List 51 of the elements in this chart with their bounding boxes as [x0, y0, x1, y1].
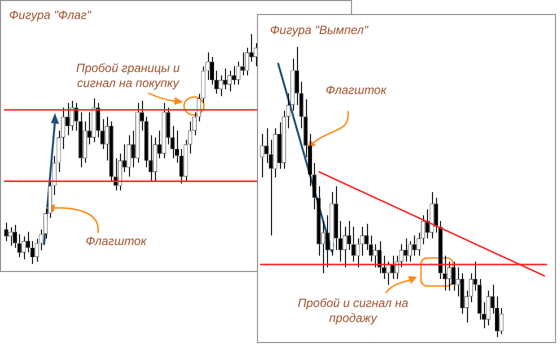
- candlestick: [236, 61, 240, 86]
- candlestick: [408, 240, 412, 262]
- candlestick: [390, 255, 395, 280]
- candlestick: [334, 186, 338, 250]
- candlestick: [404, 238, 408, 262]
- candlestick: [92, 98, 96, 143]
- annotation: Пробой границы и сигнал на покупку: [75, 61, 181, 91]
- candlestick: [70, 100, 74, 132]
- candlestick: [82, 120, 88, 164]
- candlestick: [290, 58, 295, 112]
- candlestick: [87, 112, 92, 145]
- candlestick: [170, 126, 175, 159]
- annotation: Флагшток: [84, 234, 148, 249]
- candlestick: [109, 120, 114, 182]
- candlestick: [78, 112, 83, 168]
- candlestick: [232, 66, 236, 86]
- candlestick: [451, 261, 456, 292]
- candlestick: [499, 308, 504, 335]
- candlestick: [227, 70, 232, 92]
- annotation: Пробой и сигнал на продажу: [296, 296, 410, 326]
- candlestick: [148, 134, 153, 182]
- candlestick: [34, 238, 39, 262]
- candlestick: [378, 240, 382, 274]
- candlestick: [131, 130, 136, 168]
- candlestick: [4, 222, 8, 242]
- candlestick: [244, 47, 250, 76]
- candlestick: [478, 278, 482, 320]
- chart-title: Фигура "Флаг": [9, 8, 91, 23]
- candlestick: [118, 153, 122, 191]
- candlestick: [135, 102, 140, 164]
- candlestick: [218, 74, 223, 97]
- candlestick: [22, 236, 26, 260]
- candlestick: [65, 102, 70, 136]
- candlestick: [442, 255, 447, 292]
- candlestick: [342, 226, 347, 268]
- candlestick: [12, 224, 18, 248]
- candlestick: [157, 130, 162, 159]
- candlestick: [486, 290, 490, 326]
- annotation: Флагшток: [324, 83, 388, 98]
- candlestick: [223, 68, 228, 90]
- candlestick: [210, 56, 214, 86]
- candlestick: [240, 52, 245, 76]
- candlestick: [153, 137, 158, 182]
- candlestick: [162, 102, 166, 159]
- candlestick: [126, 134, 131, 178]
- candlestick: [278, 122, 282, 170]
- candlestick: [316, 186, 321, 256]
- chart-title: Фигура "Вымпел": [270, 23, 368, 38]
- candlestick: [412, 235, 416, 256]
- candlestick: [166, 107, 170, 145]
- candlestick: [249, 34, 254, 62]
